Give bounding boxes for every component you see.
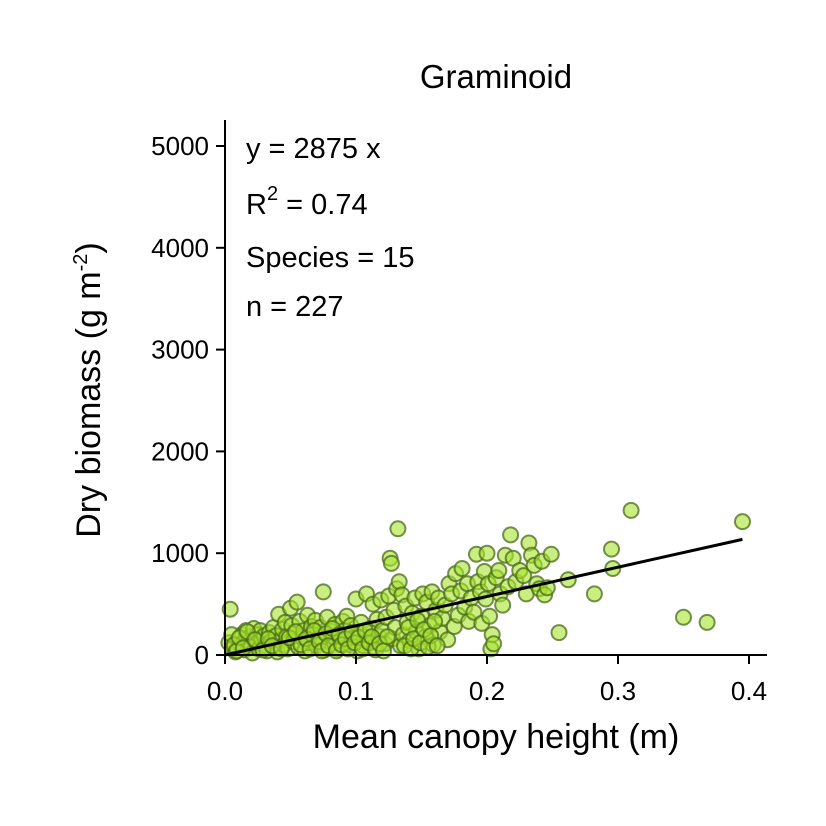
annotation-r2: R2 = 0.74 xyxy=(246,183,368,221)
data-point xyxy=(502,526,520,544)
data-point xyxy=(485,635,503,653)
x-tick-label: 0.0 xyxy=(207,676,243,706)
y-axis-label-close: ) xyxy=(70,242,108,253)
data-point xyxy=(603,540,620,558)
chart-title: Graminoid xyxy=(420,58,572,95)
annotation-block: y = 2875 x R2 = 0.74 Species = 15 n = 22… xyxy=(246,133,414,323)
fit-layer xyxy=(224,537,743,657)
data-point xyxy=(734,513,751,531)
annotation-n: n = 227 xyxy=(246,291,344,323)
annotation-equation: y = 2875 x xyxy=(246,133,381,165)
data-point xyxy=(428,637,446,655)
y-axis-label: Dry biomass (g m-2) xyxy=(70,242,108,538)
data-point xyxy=(494,596,512,614)
y-tick-label: 1000 xyxy=(151,538,209,568)
y-axis-label-superscript: -2 xyxy=(70,254,92,272)
data-point xyxy=(585,585,603,603)
x-tick-label: 0.4 xyxy=(731,676,767,706)
x-axis-label: Mean canopy height (m) xyxy=(313,718,680,756)
data-point xyxy=(426,612,444,630)
x-tick-label: 0.2 xyxy=(469,676,505,706)
annotation-r2-superscript: 2 xyxy=(267,183,278,205)
x-ticks: 0.0 0.1 0.2 0.3 0.4 xyxy=(207,655,767,706)
data-point xyxy=(314,583,332,601)
annotation-r2-base: R xyxy=(246,189,267,221)
points-layer xyxy=(220,501,751,662)
y-tick-label: 3000 xyxy=(151,335,209,365)
x-tick-label: 0.3 xyxy=(600,676,636,706)
data-point xyxy=(288,593,306,611)
data-point xyxy=(698,613,716,631)
y-tick-label: 5000 xyxy=(151,131,209,161)
regression-line xyxy=(224,537,743,657)
data-point xyxy=(542,545,560,563)
data-point xyxy=(515,567,533,585)
annotation-species: Species = 15 xyxy=(246,242,414,274)
y-tick-label: 2000 xyxy=(151,436,209,466)
y-tick-label: 4000 xyxy=(151,233,209,263)
data-point xyxy=(389,520,407,538)
data-point xyxy=(382,554,400,572)
y-axis-label-main: Dry biomass (g m xyxy=(70,271,108,537)
annotation-r2-value: = 0.74 xyxy=(278,189,368,221)
data-point xyxy=(378,628,396,646)
data-point xyxy=(550,624,568,642)
data-point xyxy=(478,544,496,562)
data-point xyxy=(221,600,239,618)
y-tick-label: 0 xyxy=(195,640,209,670)
data-point xyxy=(490,562,508,579)
data-point xyxy=(622,501,640,519)
y-ticks: 0 1000 2000 3000 4000 5000 xyxy=(151,131,225,670)
data-point xyxy=(375,642,392,660)
data-point xyxy=(675,608,692,626)
x-tick-label: 0.1 xyxy=(338,676,374,706)
data-point xyxy=(465,603,483,621)
data-point xyxy=(481,607,499,625)
data-point xyxy=(453,560,471,577)
